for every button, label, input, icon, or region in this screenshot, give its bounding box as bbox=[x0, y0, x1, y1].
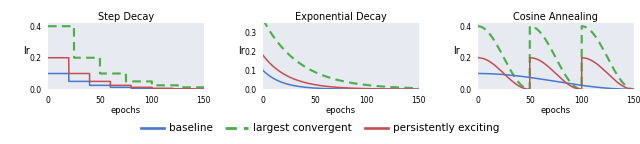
Title: Exponential Decay: Exponential Decay bbox=[295, 12, 387, 22]
Legend: baseline, largest convergent, persistently exciting: baseline, largest convergent, persistent… bbox=[137, 119, 503, 137]
X-axis label: epochs: epochs bbox=[541, 106, 571, 115]
Y-axis label: lr: lr bbox=[24, 46, 30, 56]
X-axis label: epochs: epochs bbox=[111, 106, 141, 115]
Title: Cosine Annealing: Cosine Annealing bbox=[513, 12, 598, 22]
Title: Step Decay: Step Decay bbox=[98, 12, 154, 22]
Y-axis label: lr: lr bbox=[238, 46, 245, 56]
X-axis label: epochs: epochs bbox=[326, 106, 356, 115]
Y-axis label: lr: lr bbox=[453, 46, 460, 56]
